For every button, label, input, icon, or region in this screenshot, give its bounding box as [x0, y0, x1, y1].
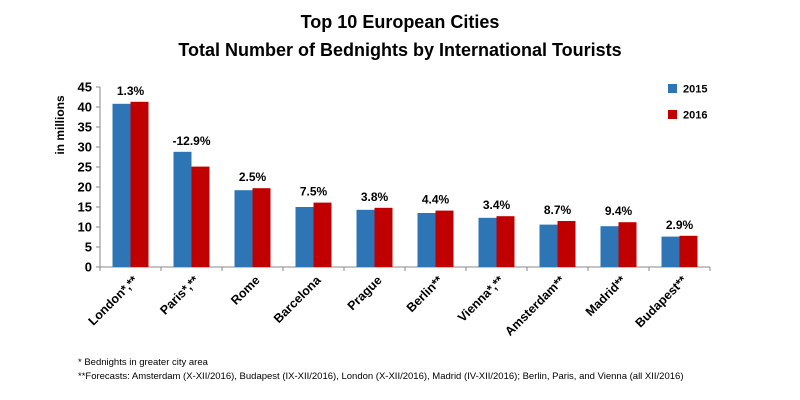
y-tick-label: 10: [78, 220, 92, 235]
legend-swatch-2016: [668, 110, 677, 119]
data-label: 2.5%: [239, 170, 267, 184]
bar-2015-7: [478, 217, 497, 267]
y-tick-label: 25: [78, 160, 92, 175]
bar-2015-6: [417, 213, 436, 267]
data-label: 3.4%: [483, 198, 511, 212]
x-tick-label: Rome: [228, 273, 262, 307]
bar-2015-1: [112, 103, 131, 267]
y-tick-label: 15: [78, 200, 92, 215]
bar-2016-5: [374, 207, 393, 267]
data-label: 8.7%: [544, 203, 572, 217]
y-tick-label: 45: [78, 80, 92, 95]
footnote-2: **Forecasts: Amsterdam (X-XII/2016), Bud…: [78, 371, 684, 382]
y-tick-label: 30: [78, 140, 92, 155]
y-tick-label: 0: [85, 260, 92, 275]
bar-2016-3: [252, 188, 271, 267]
y-tick-label: 35: [78, 120, 92, 135]
data-label: 9.4%: [605, 204, 633, 218]
x-tick-label: Budapest**: [633, 273, 690, 330]
data-label: 7.5%: [300, 185, 328, 199]
legend-swatch-2015: [668, 84, 677, 93]
bar-2016-7: [496, 216, 515, 267]
bar-2016-2: [191, 166, 210, 267]
bar-2016-8: [557, 221, 576, 267]
bar-2016-10: [679, 235, 698, 267]
y-tick-label: 40: [78, 100, 92, 115]
bar-2015-3: [234, 190, 253, 267]
y-tick-label: 5: [85, 240, 92, 255]
x-tick-label: Barcelona: [271, 272, 324, 325]
x-tick-label: Madrid**: [583, 273, 629, 319]
x-tick-label: Berlin**: [404, 273, 446, 315]
bar-2015-8: [539, 224, 558, 267]
legend-label: 2015: [683, 84, 707, 96]
bar-2015-2: [173, 151, 192, 267]
bar-2016-4: [313, 202, 332, 267]
data-label: 4.4%: [422, 193, 450, 207]
data-label: 1.3%: [117, 84, 145, 98]
y-tick-label: 20: [78, 180, 92, 195]
x-tick-label: Vienna*,**: [455, 273, 507, 325]
data-label: 2.9%: [666, 218, 694, 232]
x-tick-label: Prague: [345, 273, 385, 313]
chart-title-line-2: Total Number of Bednights by Internation…: [178, 40, 621, 60]
legend: 2015 2016: [668, 84, 707, 122]
bar-2016-1: [130, 101, 149, 267]
x-tick-label: Amsterdam**: [502, 273, 568, 339]
chart-title-line-1: Top 10 European Cities: [301, 12, 500, 32]
bar-2015-4: [295, 207, 314, 267]
x-tick-label: London*,**: [86, 273, 141, 328]
bar-2015-9: [600, 226, 619, 267]
bar-2016-9: [618, 222, 637, 267]
data-label: 3.8%: [361, 190, 389, 204]
bar-2015-10: [661, 236, 680, 267]
y-axis-title: in millions: [53, 95, 67, 155]
footnote-1: * Bednights in greater city area: [78, 357, 208, 368]
legend-label: 2016: [683, 110, 707, 122]
bar-2016-6: [435, 210, 454, 267]
data-label: -12.9%: [172, 134, 210, 148]
bar-2015-5: [356, 209, 375, 267]
plot-area: 0 5 10 15 20 25 30 35 40 45 1.3% London*,** -12.9% Pa…: [78, 80, 711, 339]
x-tick-label: Paris*,**: [157, 273, 201, 317]
